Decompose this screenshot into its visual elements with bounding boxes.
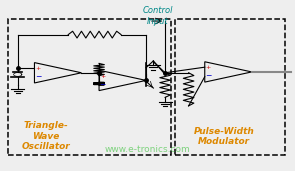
Text: −: − [35, 72, 41, 81]
Text: +: + [100, 74, 105, 79]
Text: www.e-tronics.com: www.e-tronics.com [105, 146, 190, 154]
Text: −: − [99, 80, 106, 89]
Text: +: + [206, 65, 211, 70]
Text: +: + [35, 66, 41, 71]
Text: Control
Input: Control Input [142, 6, 173, 26]
Text: −: − [205, 71, 212, 81]
Text: Triangle-
Wave
Oscillator: Triangle- Wave Oscillator [22, 121, 71, 151]
Text: Pulse-Width
Modulator: Pulse-Width Modulator [194, 127, 254, 146]
Bar [8, 19, 171, 155]
Bar [176, 19, 286, 155]
